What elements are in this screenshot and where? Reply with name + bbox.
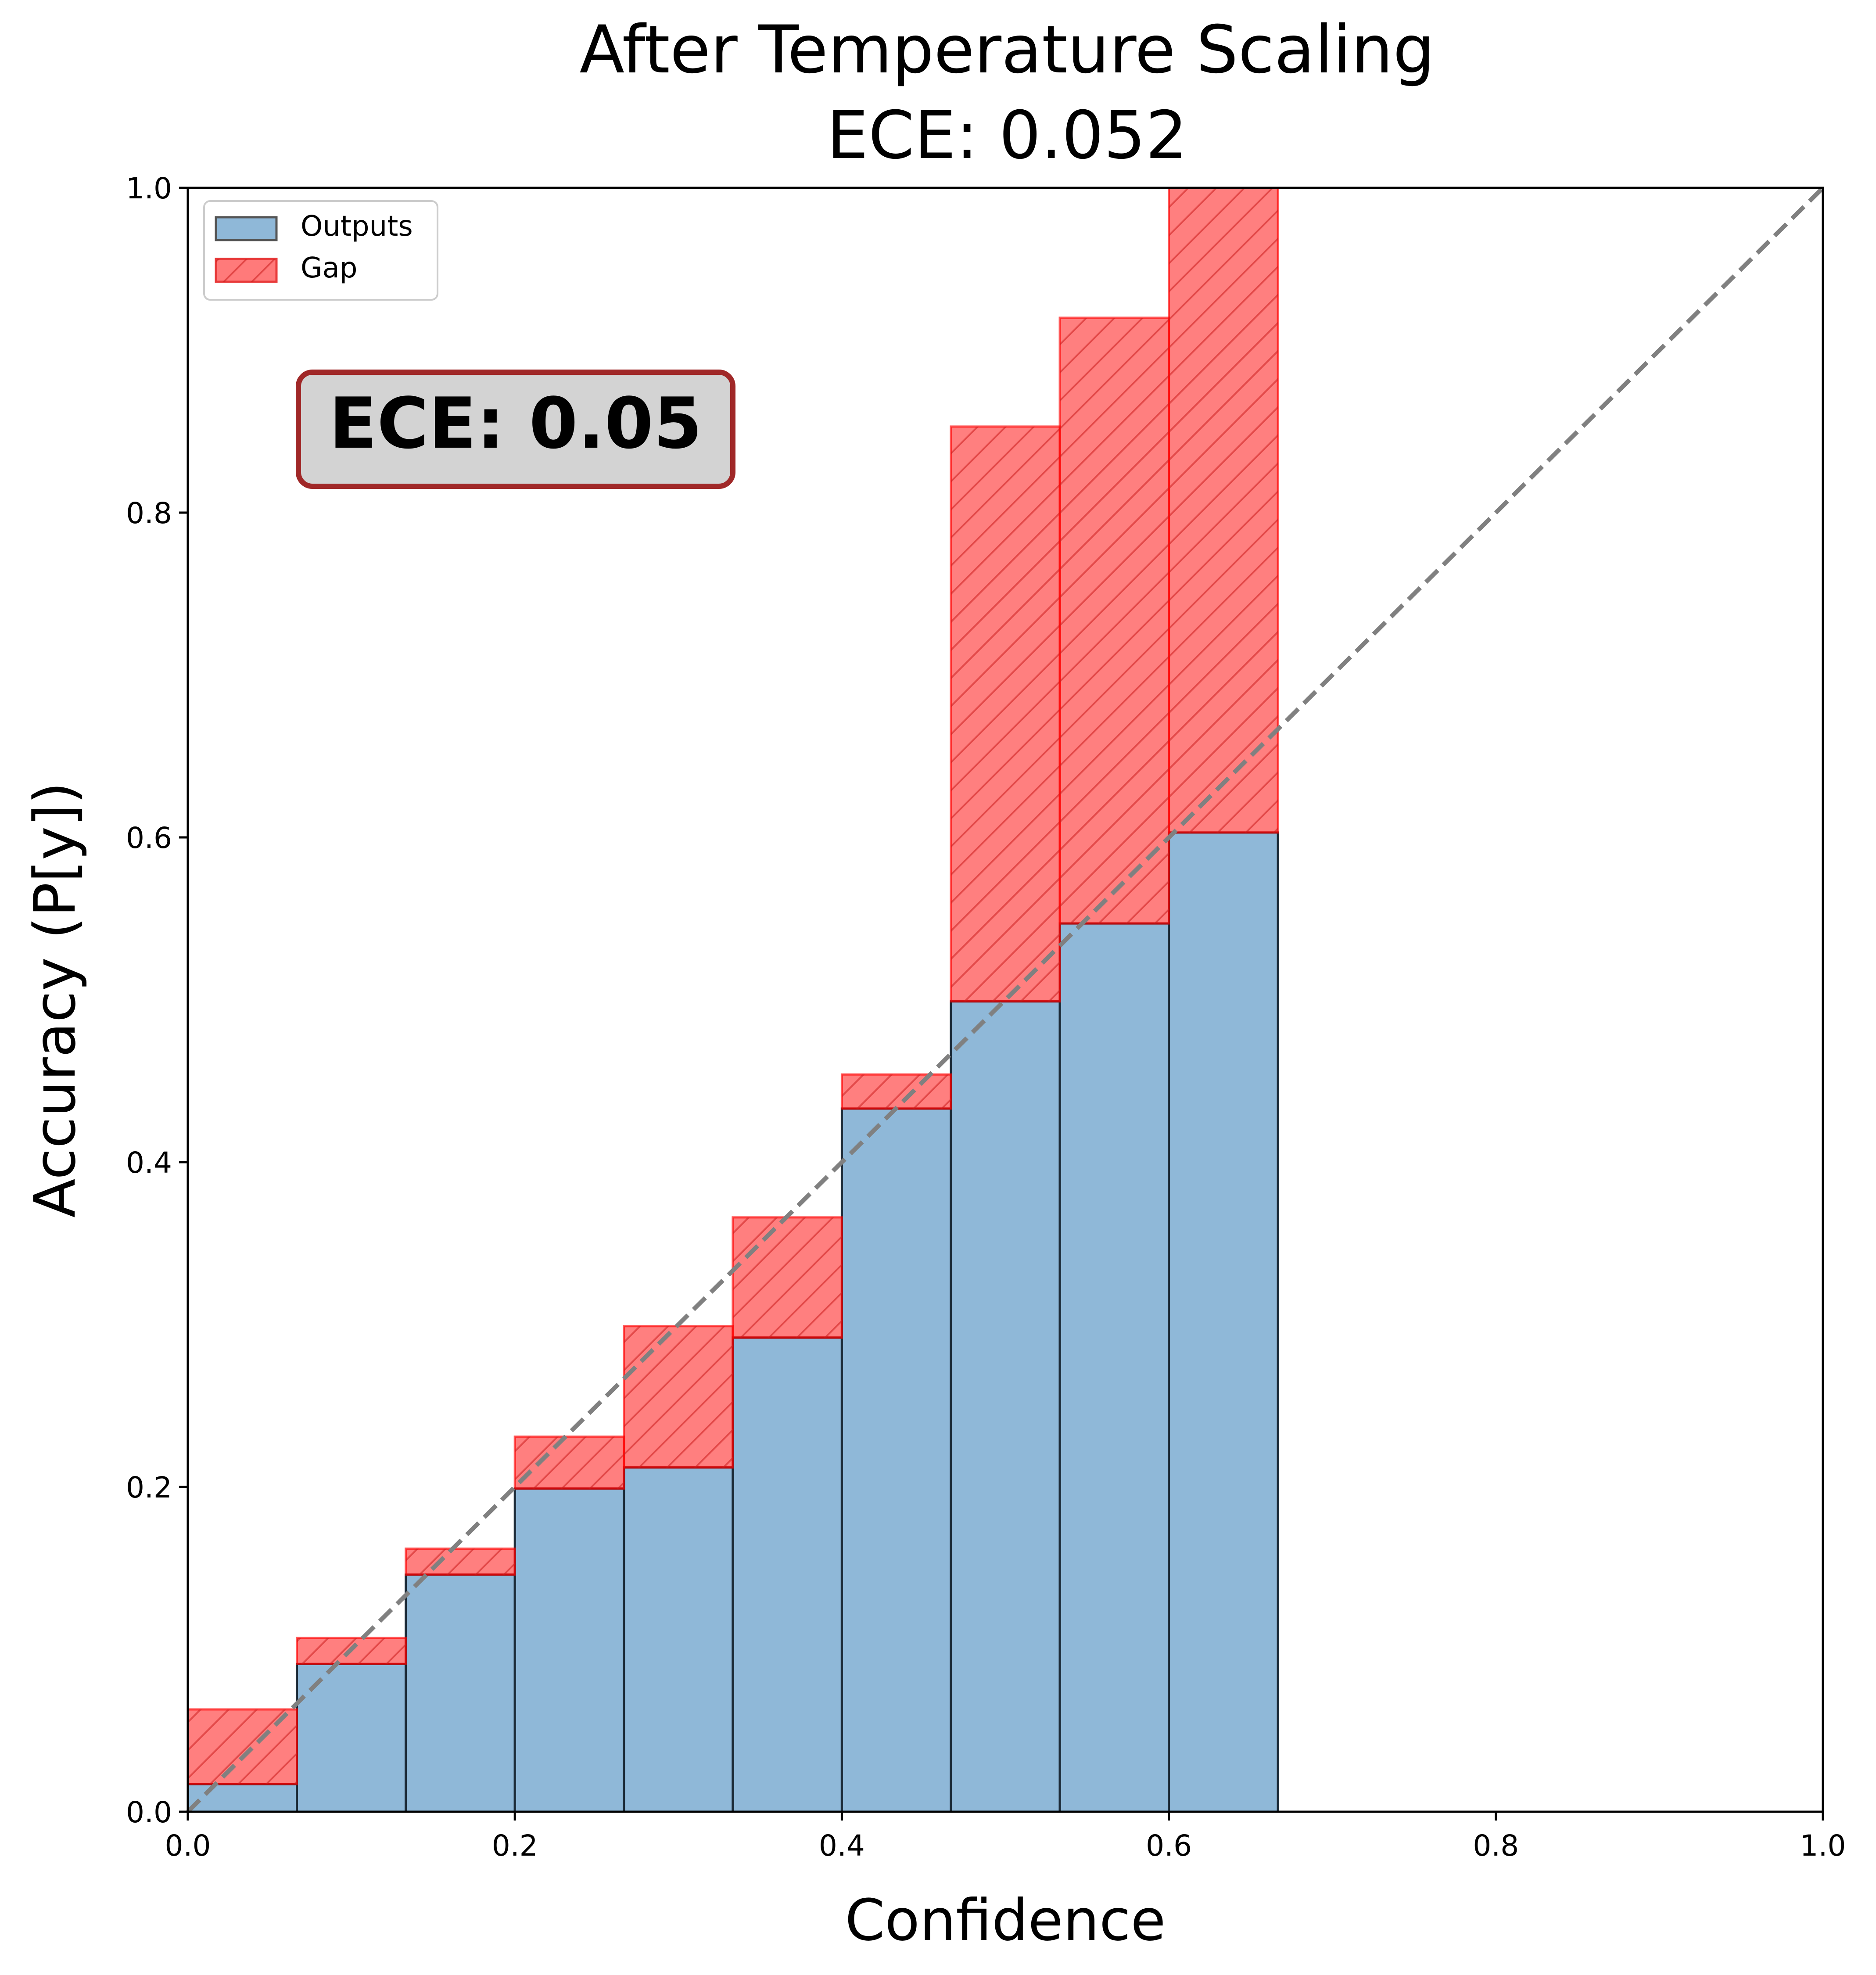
- ece-annotation-box: [296, 370, 735, 489]
- outputs-bar: [513, 1487, 625, 1813]
- y-tick-label: 0.6: [126, 821, 172, 855]
- gap-bar-hatch: [405, 1548, 515, 1575]
- outputs-bar: [950, 1000, 1061, 1813]
- legend-swatch-gap-hatch: [216, 259, 276, 282]
- legend-label-gap: Gap: [301, 252, 357, 284]
- legend: Outputs Gap: [203, 200, 438, 301]
- outputs-bar: [732, 1336, 843, 1813]
- y-tick-label: 1.0: [126, 172, 172, 205]
- outputs-bar: [1058, 922, 1170, 1813]
- outputs-bar: [405, 1573, 516, 1813]
- x-axis-label: Confidence: [845, 1887, 1166, 1953]
- y-axis: 0.0 0.2 0.4 0.6 0.8 1.0: [126, 172, 188, 1829]
- y-tick-label: 0.0: [126, 1795, 172, 1829]
- x-tick-label: 0.8: [1473, 1829, 1519, 1863]
- gap-bar-hatch: [732, 1217, 842, 1338]
- outputs-bar: [296, 1663, 407, 1813]
- x-tick-label: 0.4: [819, 1829, 865, 1863]
- x-tick-label: 0.6: [1146, 1829, 1192, 1863]
- outputs-bar: [840, 1107, 952, 1813]
- plot-area: [186, 186, 1825, 1813]
- chart-title: After Temperature Scaling: [580, 12, 1435, 88]
- ece-annotation: ECE: 0.05: [296, 370, 735, 489]
- x-tick-label: 0.2: [492, 1829, 538, 1863]
- gap-bar-hatch: [1169, 188, 1278, 833]
- legend-label-outputs: Outputs: [301, 210, 413, 243]
- gap-bar-hatch: [951, 426, 1060, 1002]
- y-tick-label: 0.4: [126, 1146, 172, 1180]
- chart-subtitle: ECE: 0.052: [827, 97, 1187, 174]
- outputs-bar: [1168, 831, 1279, 1813]
- y-tick-label: 0.8: [126, 496, 172, 530]
- gap-bar-hatch: [624, 1326, 733, 1468]
- outputs-bar: [187, 1783, 298, 1813]
- x-axis: 0.0 0.2 0.4 0.6 0.8 1.0: [165, 1812, 1846, 1863]
- perfect-calibration-line: [186, 186, 1825, 1813]
- x-tick-label: 0.0: [165, 1829, 211, 1863]
- legend-swatch-outputs: [215, 216, 278, 241]
- outputs-bar: [623, 1466, 734, 1813]
- y-tick-label: 0.2: [126, 1471, 172, 1505]
- ece-annotation-text: ECE: 0.05: [329, 382, 702, 464]
- axes-frame: [187, 187, 1824, 1813]
- gap-bar-hatch: [842, 1074, 951, 1109]
- gap-bar-hatch: [515, 1436, 624, 1489]
- x-tick-label: 1.0: [1800, 1829, 1846, 1863]
- y-axis-label: Accuracy (P[y]): [22, 782, 88, 1217]
- gap-bar-hatch: [1060, 318, 1169, 924]
